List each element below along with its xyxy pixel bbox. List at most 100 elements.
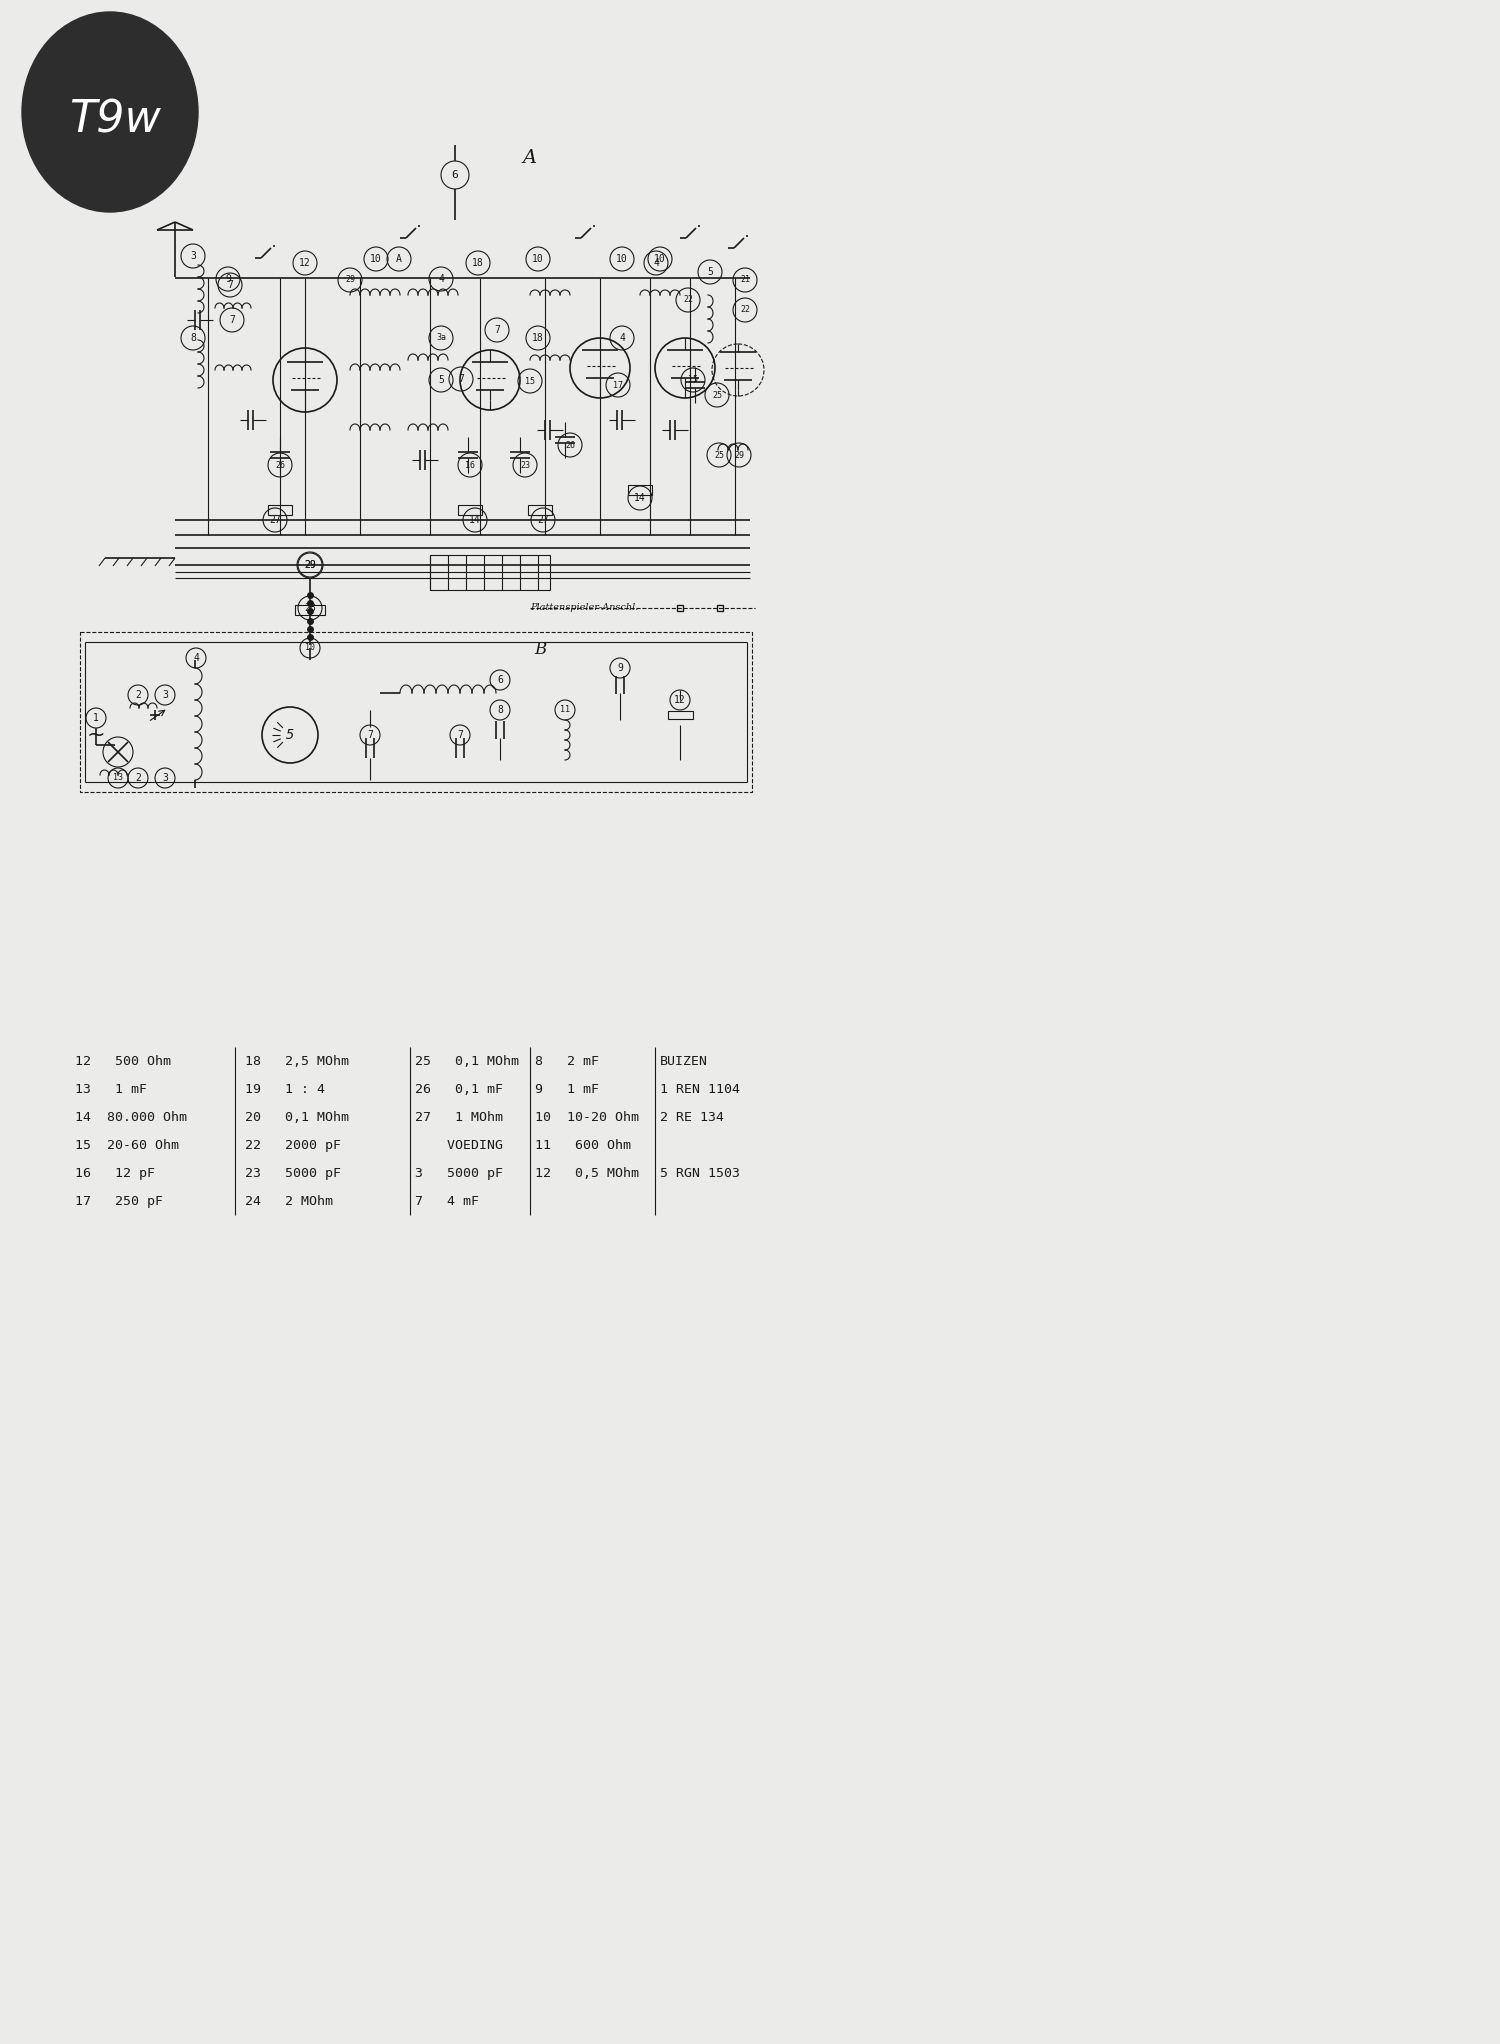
Text: 8: 8 (496, 705, 502, 715)
Text: 10: 10 (304, 644, 315, 652)
Text: 7: 7 (458, 374, 464, 384)
Bar (80, 632, 752, 791)
Bar (668, 711, 693, 719)
Text: A: A (396, 253, 402, 264)
Text: 13: 13 (112, 773, 123, 783)
Text: 8: 8 (190, 333, 196, 343)
Text: 16   12 pF: 16 12 pF (75, 1167, 154, 1179)
Text: 4: 4 (652, 258, 658, 268)
Text: 29: 29 (304, 560, 316, 570)
Text: 20   0,1 MOhm: 20 0,1 MOhm (244, 1112, 350, 1124)
Text: 4: 4 (194, 652, 200, 662)
Text: 22: 22 (740, 305, 750, 315)
Text: 27   1 MOhm: 27 1 MOhm (416, 1112, 503, 1124)
Text: 1: 1 (93, 713, 99, 724)
Text: 7: 7 (368, 730, 374, 740)
Text: 19   1 : 4: 19 1 : 4 (244, 1083, 326, 1096)
Bar (528, 505, 552, 515)
Text: 25: 25 (714, 450, 724, 460)
Text: 2 RE 134: 2 RE 134 (660, 1112, 724, 1124)
Text: 18: 18 (472, 258, 484, 268)
Text: 3: 3 (190, 251, 196, 262)
Text: 25   0,1 MOhm: 25 0,1 MOhm (416, 1055, 519, 1069)
Text: 4: 4 (620, 333, 626, 343)
Text: 3: 3 (162, 691, 168, 699)
Text: 3a: 3a (436, 333, 445, 343)
Text: A: A (524, 149, 537, 168)
Text: 27: 27 (537, 515, 549, 525)
Bar (628, 484, 652, 495)
Text: 9: 9 (616, 662, 622, 672)
Text: 16: 16 (465, 460, 476, 470)
Text: 3: 3 (162, 773, 168, 783)
Text: 13   1 mF: 13 1 mF (75, 1083, 147, 1096)
Text: ~: ~ (87, 726, 105, 744)
Text: 25: 25 (712, 390, 722, 399)
Text: 24   2 MOhm: 24 2 MOhm (244, 1196, 333, 1208)
Text: 26   0,1 mF: 26 0,1 mF (416, 1083, 503, 1096)
Text: 22   2000 pF: 22 2000 pF (244, 1139, 340, 1153)
Text: 29: 29 (304, 560, 316, 570)
Text: 7   4 mF: 7 4 mF (416, 1196, 478, 1208)
Text: 10: 10 (532, 253, 544, 264)
Text: 12: 12 (298, 258, 310, 268)
Text: 10: 10 (370, 253, 382, 264)
Text: 18: 18 (532, 333, 544, 343)
Text: 11   600 Ohm: 11 600 Ohm (536, 1139, 632, 1153)
Ellipse shape (22, 12, 198, 213)
Text: 7: 7 (226, 280, 232, 290)
Bar (296, 605, 326, 615)
Text: 14: 14 (470, 515, 482, 525)
Text: 10: 10 (616, 253, 628, 264)
Text: 14  80.000 Ohm: 14 80.000 Ohm (75, 1112, 188, 1124)
Text: 1 REN 1104: 1 REN 1104 (660, 1083, 740, 1096)
Text: 7: 7 (458, 730, 464, 740)
Text: 23   5000 pF: 23 5000 pF (244, 1167, 340, 1179)
Text: 3   5000 pF: 3 5000 pF (416, 1167, 503, 1179)
Text: 28: 28 (304, 603, 316, 613)
Text: 26: 26 (566, 442, 574, 450)
Text: 7: 7 (494, 325, 500, 335)
Text: VOEDING: VOEDING (416, 1139, 503, 1153)
Text: B: B (534, 642, 546, 658)
Text: 17   250 pF: 17 250 pF (75, 1196, 164, 1208)
Text: 7: 7 (230, 315, 236, 325)
Text: 5: 5 (286, 728, 294, 742)
Text: BUIZEN: BUIZEN (660, 1055, 708, 1069)
Text: 22: 22 (682, 296, 693, 305)
Text: 5: 5 (438, 374, 444, 384)
Text: 21: 21 (740, 276, 750, 284)
Text: 29: 29 (734, 450, 744, 460)
Text: 23: 23 (520, 460, 530, 470)
Text: T9w: T9w (69, 98, 160, 141)
Text: 2: 2 (135, 691, 141, 699)
Bar (430, 556, 550, 591)
Text: 12: 12 (674, 695, 686, 705)
Text: 2: 2 (135, 773, 141, 783)
Text: 8   2 mF: 8 2 mF (536, 1055, 598, 1069)
Text: 6: 6 (452, 170, 459, 180)
Text: 14: 14 (634, 493, 646, 503)
Text: 27: 27 (268, 515, 280, 525)
Bar (268, 505, 292, 515)
Text: 17: 17 (614, 380, 622, 390)
Text: 9: 9 (225, 274, 231, 284)
Text: 12   0,5 MOhm: 12 0,5 MOhm (536, 1167, 639, 1179)
Text: 15: 15 (525, 376, 536, 386)
Text: 12   500 Ohm: 12 500 Ohm (75, 1055, 171, 1069)
Text: 11: 11 (560, 705, 570, 715)
Text: 5: 5 (706, 268, 712, 278)
Text: 15  20-60 Ohm: 15 20-60 Ohm (75, 1139, 178, 1153)
Text: 15: 15 (688, 376, 698, 384)
Text: 9   1 mF: 9 1 mF (536, 1083, 598, 1096)
Bar (458, 505, 482, 515)
Text: 18   2,5 MOhm: 18 2,5 MOhm (244, 1055, 350, 1069)
Text: 4: 4 (438, 274, 444, 284)
Text: 5 RGN 1503: 5 RGN 1503 (660, 1167, 740, 1179)
Text: 29: 29 (345, 276, 355, 284)
Text: 10  10-20 Ohm: 10 10-20 Ohm (536, 1112, 639, 1124)
Text: Plattenspieler-Anschl.: Plattenspieler-Anschl. (530, 603, 639, 613)
Text: 10: 10 (654, 253, 666, 264)
Text: 6: 6 (496, 675, 502, 685)
Text: 26: 26 (274, 460, 285, 470)
